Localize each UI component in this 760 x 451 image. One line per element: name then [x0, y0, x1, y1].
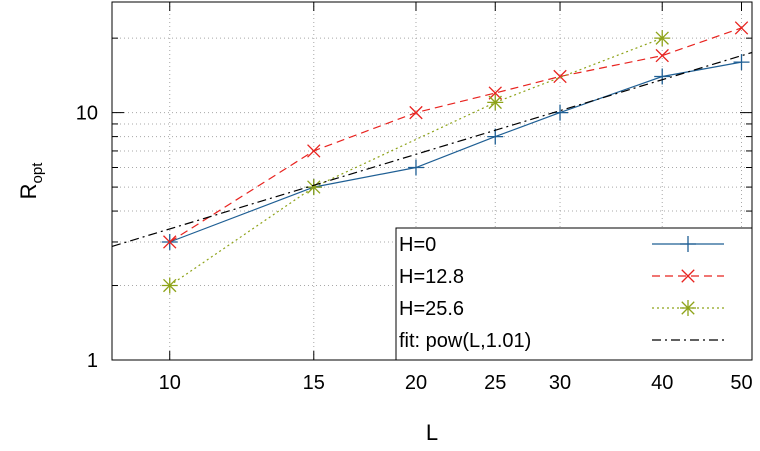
- legend-marker: [681, 301, 695, 315]
- data-point: [734, 21, 749, 35]
- y-axis-title: Ropt: [16, 162, 46, 200]
- data-point: [488, 86, 502, 100]
- series-3: [111, 51, 753, 247]
- legend-label: H=12.8: [399, 266, 464, 288]
- legend-box: [395, 227, 753, 361]
- x-axis-title: L: [426, 420, 438, 445]
- x-tick-label: 40: [651, 372, 673, 394]
- data-point: [655, 48, 669, 63]
- x-tick-label: 25: [484, 372, 506, 394]
- x-tick-label: 50: [730, 372, 752, 394]
- series-2: [161, 30, 671, 294]
- series-layer: [111, 21, 753, 294]
- data-point: [553, 69, 567, 84]
- y-tick-label: 10: [76, 103, 98, 125]
- y-axis-title-main: R: [16, 183, 41, 199]
- axis-ticks: 10 15 20 25 30 40 50 1 10: [76, 2, 753, 394]
- data-point: [655, 31, 669, 45]
- data-point: [163, 235, 177, 249]
- data-point: [409, 105, 423, 120]
- x-tick-label: 30: [549, 372, 571, 394]
- y-axis-title-subscript: opt: [29, 162, 46, 184]
- series-0: [161, 54, 750, 250]
- series-line: [169, 61, 742, 243]
- data-point: [163, 278, 177, 293]
- x-tick-label: 10: [159, 372, 181, 394]
- legend-label: H=25.6: [399, 298, 464, 320]
- data-point: [307, 180, 321, 194]
- data-point: [307, 144, 321, 158]
- x-tick-label: 20: [405, 372, 427, 394]
- x-tick-label: 15: [303, 372, 325, 394]
- legend: H=0 H=12.8 H=25.6 fit: pow(L,1.01): [395, 227, 753, 361]
- data-point: [488, 95, 502, 110]
- series-line: [111, 51, 753, 247]
- legend-marker: [681, 269, 695, 283]
- series-1: [163, 21, 749, 249]
- y-tick-label: 1: [87, 350, 98, 372]
- legend-label: fit: pow(L,1.01): [399, 330, 531, 352]
- legend-label: H=0: [399, 234, 436, 256]
